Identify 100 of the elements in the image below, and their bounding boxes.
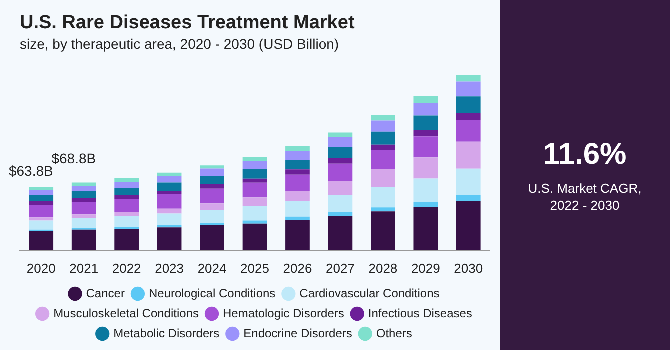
bar <box>242 198 268 206</box>
annotation: $68.8B <box>52 150 96 167</box>
bar <box>371 144 396 150</box>
legend-label: Cancer <box>86 286 125 300</box>
text: U.S. Market CAGR, 2022 - 2030 <box>527 180 643 214</box>
bar <box>286 201 310 217</box>
x-tick-label: 2021 <box>70 260 99 276</box>
bar <box>200 166 224 169</box>
bar <box>157 214 182 226</box>
bar <box>328 138 353 148</box>
bar <box>157 228 182 250</box>
bar <box>114 199 139 212</box>
chart-title: U.S. Rare Diseases Treatment Market <box>20 12 356 34</box>
bar <box>414 103 438 116</box>
bar <box>286 151 310 160</box>
bar <box>114 182 139 189</box>
bar <box>328 132 353 138</box>
bar <box>414 158 438 179</box>
bar <box>414 96 438 104</box>
bar <box>29 187 54 190</box>
bar <box>242 169 268 179</box>
bar <box>286 170 310 175</box>
bar <box>456 96 481 114</box>
bar <box>72 198 96 202</box>
bar <box>371 208 396 212</box>
bar <box>286 146 310 152</box>
bar <box>242 178 268 183</box>
x-tick-label: 2028 <box>368 260 398 276</box>
bar <box>286 220 310 250</box>
x-tick-label: 2024 <box>198 260 227 276</box>
bar <box>414 202 438 208</box>
text: 11.6% <box>542 138 628 172</box>
bar <box>200 188 224 204</box>
x-tick-label: 2020 <box>26 260 56 276</box>
bar <box>328 216 353 250</box>
bar <box>328 195 353 212</box>
bar <box>29 202 54 206</box>
bar <box>29 218 54 221</box>
bar <box>371 169 396 188</box>
bar <box>414 136 438 158</box>
annotation: $63.8B <box>8 162 54 179</box>
bar <box>72 192 96 198</box>
bar <box>157 176 182 183</box>
x-tick-label: 2023 <box>155 260 184 276</box>
bar <box>157 172 182 176</box>
legend-label: Others <box>376 326 412 340</box>
bar <box>456 82 481 97</box>
bar <box>328 164 353 182</box>
bar <box>114 188 139 196</box>
bar <box>157 194 182 209</box>
bar <box>328 158 353 164</box>
bar <box>371 120 396 132</box>
bar <box>328 212 353 216</box>
bar <box>114 229 139 250</box>
legend-label: Neurological Conditions <box>148 286 276 300</box>
bar <box>72 214 96 218</box>
bar <box>371 132 396 145</box>
bar <box>114 195 139 200</box>
legend-label: Hematologic Disorders <box>222 306 344 320</box>
bar <box>157 190 182 194</box>
bar <box>371 115 396 121</box>
legend-label: Infectious Diseases <box>368 306 472 320</box>
bar <box>371 212 396 250</box>
bar <box>29 195 54 202</box>
legend-label: Cardiovascular Conditions <box>300 286 440 300</box>
bar <box>328 181 353 196</box>
bar <box>200 210 224 224</box>
bar <box>456 75 481 82</box>
bar <box>456 195 481 202</box>
bar <box>242 220 268 224</box>
bar <box>456 120 481 142</box>
legend-label: Endocrine Disorders <box>244 326 352 340</box>
bar <box>328 147 353 158</box>
bar <box>456 113 481 121</box>
bar <box>72 182 96 186</box>
bar <box>286 190 310 202</box>
x-tick-label: 2022 <box>112 260 142 276</box>
bar <box>29 220 54 230</box>
bar <box>414 207 438 250</box>
bar <box>371 187 396 208</box>
bar <box>286 160 310 170</box>
bar <box>456 142 481 169</box>
bar <box>114 212 139 216</box>
bar <box>456 202 481 250</box>
bar <box>414 178 438 202</box>
bar <box>242 206 268 221</box>
bar <box>242 224 268 250</box>
bar <box>200 176 224 184</box>
bar <box>157 208 182 214</box>
bar <box>414 130 438 137</box>
bar <box>157 182 182 191</box>
x-tick-label: 2029 <box>411 260 440 276</box>
bar <box>242 161 268 170</box>
bar <box>72 202 96 215</box>
bar <box>371 150 396 170</box>
bar <box>286 174 310 191</box>
bar <box>72 218 96 228</box>
bar <box>114 178 139 182</box>
bar <box>242 157 268 162</box>
bar <box>29 190 54 196</box>
